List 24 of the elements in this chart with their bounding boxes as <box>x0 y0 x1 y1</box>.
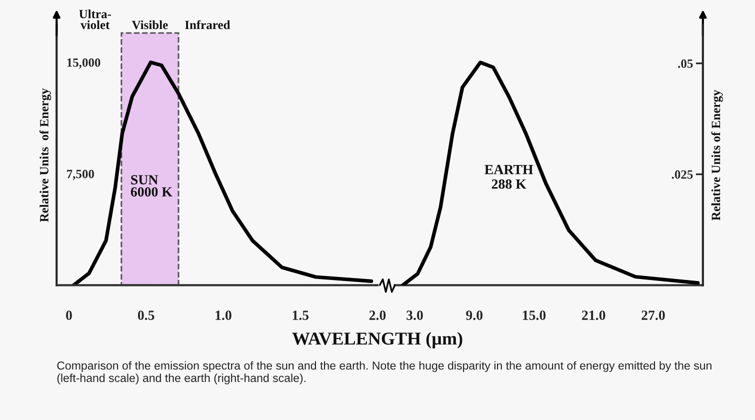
x-tick-label: 0.5 <box>138 310 154 320</box>
line-series <box>401 60 700 286</box>
annotation: EARTH 288 K <box>484 164 534 189</box>
x-tick-label: 21.0 <box>582 310 606 320</box>
x-tick-label: 1.5 <box>292 310 309 320</box>
x-tick-label: 0 <box>66 310 72 320</box>
y-axis-title: Relative Units of Energy <box>40 88 52 222</box>
x-tick-label: 15.0 <box>522 310 546 320</box>
band-label: Visible <box>132 20 168 30</box>
annotation: Ultra- violet <box>79 9 111 30</box>
x-tick-label: 1.0 <box>216 310 232 320</box>
x-axis-title: WAVELENGTH (µm) <box>292 332 462 348</box>
y2-tick-label: .025 <box>672 170 693 179</box>
x-tick-label: 3.0 <box>406 310 423 320</box>
x-tick-label: 27.0 <box>642 310 665 320</box>
y2-tick-label: .05 <box>678 59 693 68</box>
annotation: SUN 6000 K <box>130 175 172 197</box>
y-tick-label: 15,000 <box>67 58 100 69</box>
text: Comparison of the emission spectra of the sun and the earth. Note the huge disparity in the amount of energy emitted by the sun (left-hand scale) and the earth (right-hand scale). <box>57 361 712 384</box>
x-tick-label: 2.0 <box>369 310 386 320</box>
x-tick-label: 9.0 <box>466 310 483 320</box>
y2-axis-title: Relative Units of Energy <box>711 90 723 220</box>
annotation: Infrared <box>185 20 230 30</box>
y-tick-label: 7,500 <box>67 170 94 180</box>
